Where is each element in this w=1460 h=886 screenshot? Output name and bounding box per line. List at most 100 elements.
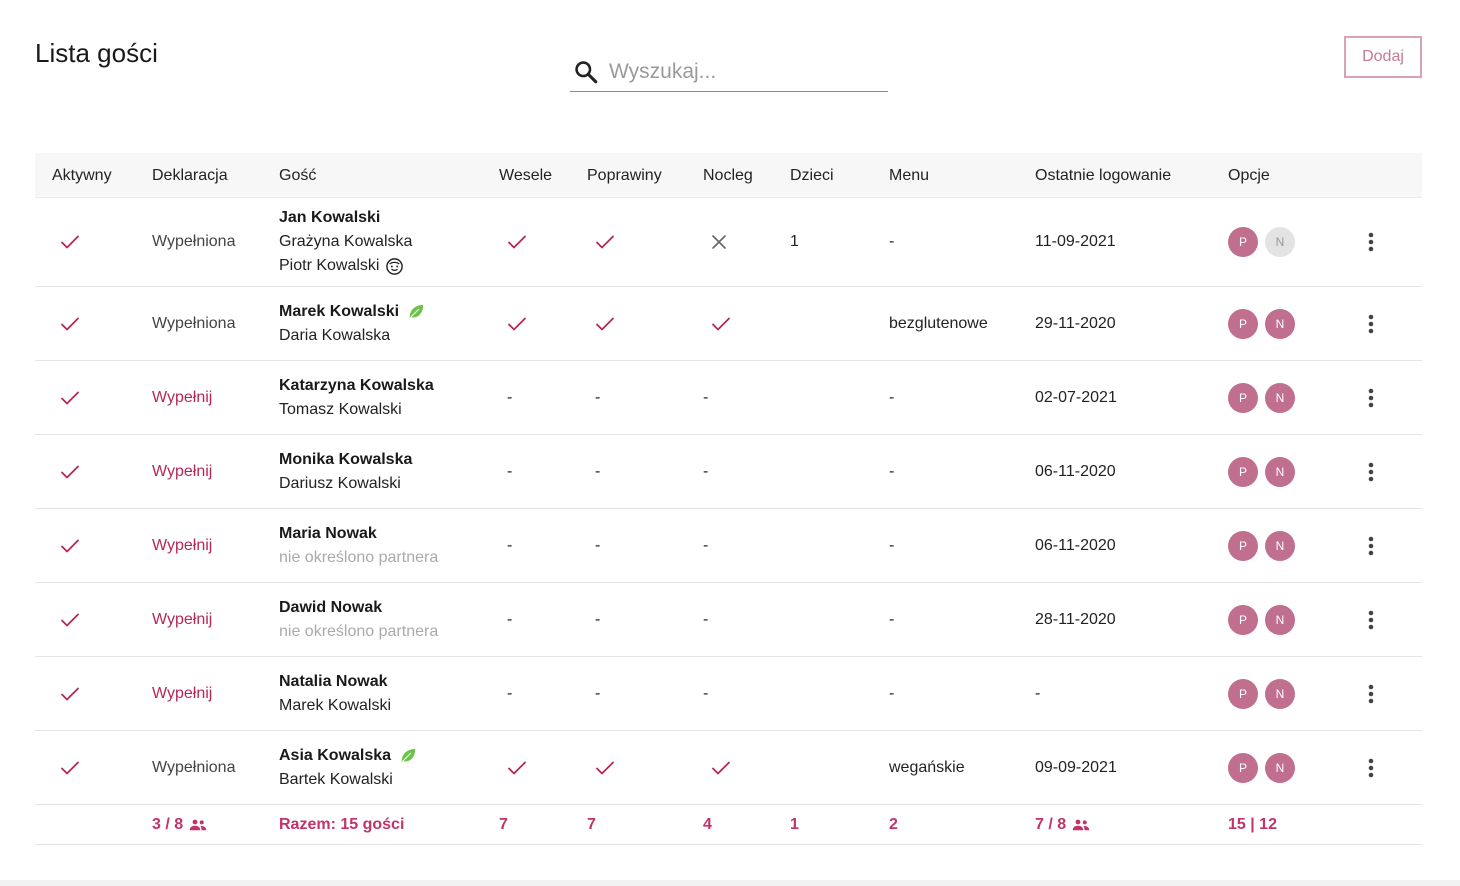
menu-cell-value: -	[889, 684, 895, 702]
badge-n[interactable]: N	[1265, 678, 1295, 709]
badge-n[interactable]: N	[1265, 308, 1295, 339]
menu-cell: -	[889, 509, 894, 582]
search-input[interactable]	[609, 59, 869, 84]
badge-p[interactable]: P	[1228, 308, 1258, 339]
after-party-cell: -	[595, 435, 600, 508]
guest-name: Natalia Nowak	[279, 672, 388, 690]
row-menu-button[interactable]	[1368, 731, 1374, 804]
fill-declaration-link[interactable]: Wypełnij	[152, 610, 213, 628]
row-menu-button[interactable]	[1368, 198, 1374, 286]
badge-p[interactable]: P	[1228, 604, 1258, 635]
more-options-icon[interactable]	[1368, 314, 1374, 334]
column-header-menu[interactable]: Menu	[889, 167, 930, 184]
guest-name-line: Jan Kowalski	[279, 206, 380, 230]
badge-p[interactable]: P	[1228, 752, 1258, 783]
badge-p[interactable]: P	[1228, 382, 1258, 413]
check-icon	[61, 761, 79, 774]
accommodation-cell: -	[703, 435, 708, 508]
more-options-icon[interactable]	[1368, 388, 1374, 408]
badge-n[interactable]: N	[1265, 530, 1295, 561]
row-menu-button[interactable]	[1368, 361, 1374, 434]
guest-name-line: Marek Kowalski	[279, 300, 425, 324]
column-header-accommodation[interactable]: Nocleg	[703, 167, 753, 184]
declaration-cell: Wypełniona	[152, 731, 235, 804]
partner-not-specified: nie określono partnera	[279, 622, 439, 640]
table-row[interactable]: Wypełniona Asia Kowalska Bartek Kowalski we…	[35, 731, 1422, 805]
leaf-icon	[401, 748, 416, 762]
summary-after-party: 7	[587, 816, 596, 833]
badge-n[interactable]: N	[1265, 604, 1295, 635]
fill-declaration-link[interactable]: Wypełnij	[152, 536, 213, 554]
guest-cell: Dawid Nowak nie określono partnera	[279, 583, 438, 656]
check-icon	[712, 761, 730, 774]
more-options-icon[interactable]	[1368, 462, 1374, 482]
badge-p[interactable]: P	[1228, 530, 1258, 561]
accommodation-cell-value: -	[703, 684, 709, 702]
guest-name-line: nie określono partnera	[279, 546, 438, 570]
badge-n[interactable]: N	[1265, 752, 1295, 783]
active-cell	[60, 287, 80, 360]
last-login-cell: 02-07-2021	[1035, 361, 1117, 434]
active-cell	[60, 657, 80, 730]
badge-n[interactable]: N	[1265, 382, 1295, 413]
fill-declaration-link[interactable]: Wypełnij	[152, 388, 213, 406]
check-icon	[61, 317, 79, 330]
column-header-active[interactable]: Aktywny	[52, 167, 112, 184]
badge-p[interactable]: P	[1228, 456, 1258, 487]
column-header-guest[interactable]: Gość	[279, 167, 317, 184]
row-menu-button[interactable]	[1368, 287, 1374, 360]
guest-cell: Asia Kowalska Bartek Kowalski	[279, 731, 417, 804]
table-row[interactable]: Wypełnij Maria Nowak nie określono partner…	[35, 509, 1422, 583]
more-options-icon[interactable]	[1368, 610, 1374, 630]
accommodation-cell: -	[703, 583, 708, 656]
menu-cell-value: -	[889, 610, 895, 628]
search-bar[interactable]	[570, 52, 888, 92]
table-row[interactable]: Wypełnij Natalia Nowak Marek Kowalski - - - - -…	[35, 657, 1422, 731]
after-party-cell-value: -	[595, 388, 601, 406]
fill-declaration-link[interactable]: Wypełnij	[152, 462, 213, 480]
last-login-cell: -	[1035, 657, 1040, 730]
more-options-icon[interactable]	[1368, 232, 1374, 252]
badge-p[interactable]: P	[1228, 227, 1258, 257]
table-row[interactable]: Wypełnij Katarzyna Kowalska Tomasz Kowalsk…	[35, 361, 1422, 435]
guest-cell: Natalia Nowak Marek Kowalski	[279, 657, 391, 730]
more-options-icon[interactable]	[1368, 758, 1374, 778]
table-row[interactable]: Wypełnij Monika Kowalska Dariusz Kowalski -…	[35, 435, 1422, 509]
row-menu-button[interactable]	[1368, 657, 1374, 730]
badge-n[interactable]: N	[1265, 456, 1295, 487]
column-header-last-login[interactable]: Ostatnie logowanie	[1035, 167, 1172, 184]
badge-n[interactable]: N	[1265, 227, 1295, 257]
more-options-icon[interactable]	[1368, 536, 1374, 556]
menu-cell: -	[889, 583, 894, 656]
more-options-icon[interactable]	[1368, 684, 1374, 704]
column-header-declaration[interactable]: Deklaracja	[152, 167, 228, 184]
add-button[interactable]: Dodaj	[1344, 36, 1422, 78]
companion-name: Bartek Kowalski	[279, 770, 393, 788]
table-row[interactable]: Wypełniona Marek Kowalski Daria Kowalska be…	[35, 287, 1422, 361]
table-row[interactable]: Wypełniona Jan Kowalski Grażyna Kowalska Pi…	[35, 198, 1422, 287]
row-menu-button[interactable]	[1368, 583, 1374, 656]
wedding-cell	[507, 198, 527, 286]
summary-logins: 7 / 8	[1035, 805, 1090, 845]
last-login-cell: 06-11-2020	[1035, 509, 1116, 582]
wedding-cell: -	[507, 361, 512, 434]
badge-p[interactable]: P	[1228, 678, 1258, 709]
table-row[interactable]: Wypełnij Dawid Nowak nie określono partner…	[35, 583, 1422, 657]
companion-name: Marek Kowalski	[279, 696, 392, 714]
summary-accommodation: 4	[703, 816, 712, 833]
check-icon	[508, 317, 526, 330]
guest-name-line: Bartek Kowalski	[279, 768, 393, 792]
column-header-wedding[interactable]: Wesele	[499, 167, 553, 184]
row-menu-button[interactable]	[1368, 509, 1374, 582]
menu-cell: -	[889, 198, 894, 286]
guest-name-line: Daria Kowalska	[279, 324, 390, 348]
row-menu-button[interactable]	[1368, 435, 1374, 508]
column-header-children[interactable]: Dzieci	[790, 167, 834, 184]
declaration-cell: Wypełnij	[152, 583, 212, 656]
after-party-cell-value: -	[595, 462, 601, 480]
column-header-after-party[interactable]: Poprawiny	[587, 167, 662, 184]
guest-cell: Jan Kowalski Grażyna Kowalska Piotr Kowals…	[279, 198, 412, 286]
fill-declaration-link[interactable]: Wypełnij	[152, 684, 213, 702]
